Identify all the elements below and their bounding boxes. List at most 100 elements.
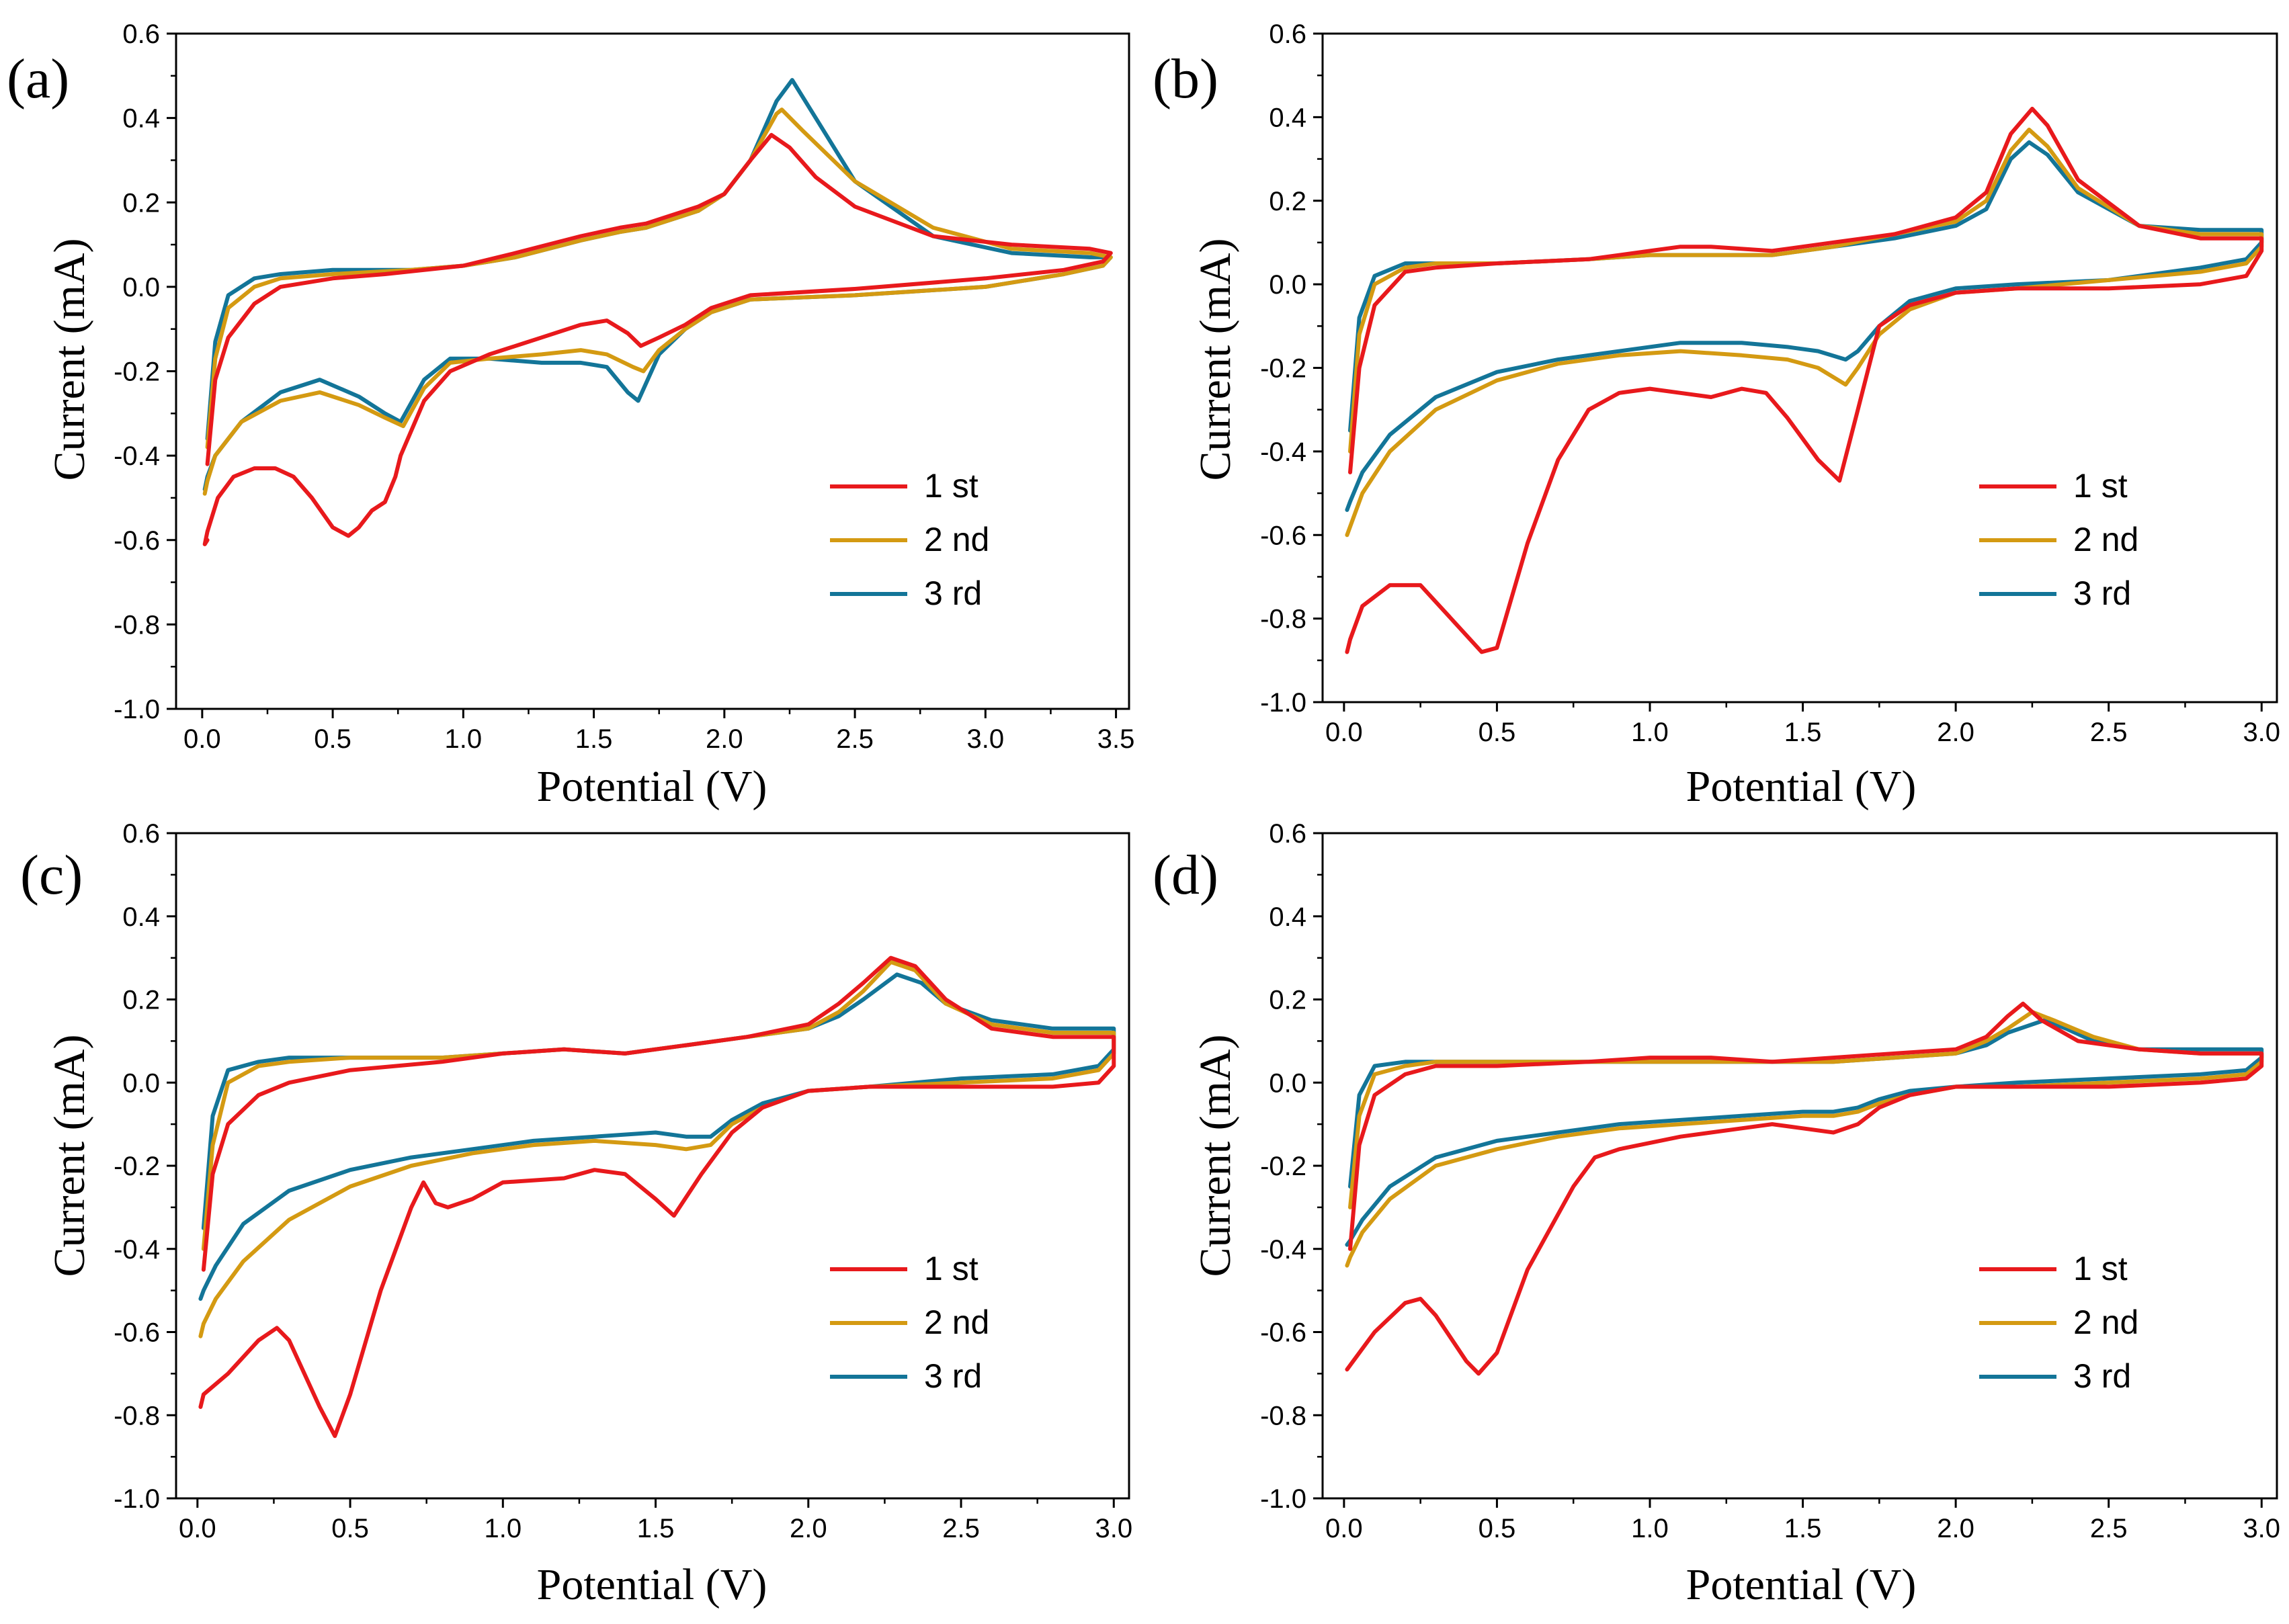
y-tick-label: -0.6	[114, 526, 160, 556]
x-tick-label: 1.0	[1631, 1514, 1669, 1543]
y-tick-label: 0.6	[1269, 19, 1306, 49]
y-tick-label: -1.0	[1260, 1484, 1306, 1514]
y-tick-label: 0.6	[122, 19, 160, 49]
panel-d: (d) Current (mA) Potential (V) 0.6 0.4 0.2…	[1153, 819, 2280, 1609]
y-tick-label: -1.0	[114, 1484, 160, 1514]
y-tick-label: -0.2	[114, 1152, 160, 1181]
panel-b: (b) Current (mA) Potential (V) 0.6 0.4 0.2…	[1153, 19, 2280, 811]
x-tick-label: 2.0	[1937, 1514, 1974, 1543]
legend-label-1st: 1 st	[924, 467, 979, 505]
series-line-2	[202, 108, 1113, 496]
x-tick-label: 0.0	[1325, 1514, 1363, 1543]
x-tick-label: 0.5	[314, 724, 351, 754]
series-line-3	[1345, 1018, 2264, 1247]
y-axis-label: Current (mA)	[1191, 238, 1240, 480]
x-tick-label: 1.5	[1784, 1514, 1822, 1543]
panel-c: (c) Current (mA) Potential (V) 0.6 0.4 0.2…	[20, 819, 1132, 1609]
x-tick-label: 1.5	[575, 724, 613, 754]
y-tick-label: -0.8	[1260, 1401, 1306, 1430]
y-tick-label: -0.8	[114, 1401, 160, 1430]
legend-label-3rd: 3 rd	[924, 574, 982, 612]
y-tick-label: 0.0	[122, 273, 160, 302]
y-tick-label: -0.8	[114, 610, 160, 640]
series-line-3	[202, 78, 1113, 492]
panel-label: (a)	[7, 48, 69, 110]
plot-frame	[1321, 832, 2278, 1500]
y-tick-label: -0.2	[1260, 354, 1306, 384]
x-axis-label: Potential (V)	[537, 1560, 767, 1609]
x-tick-label: 3.0	[2243, 718, 2280, 747]
legend-label-2nd: 2 nd	[924, 521, 989, 558]
legend-label-1st: 1 st	[2073, 1250, 2128, 1287]
legend-label-3rd: 3 rd	[2073, 574, 2131, 612]
y-tick-label: 0.4	[1269, 902, 1306, 932]
y-tick-label: -0.8	[1260, 605, 1306, 634]
panel-label: (d)	[1153, 844, 1218, 906]
x-axis-label: Potential (V)	[1686, 1560, 1917, 1609]
y-tick-label: -0.4	[1260, 437, 1306, 467]
legend-label-2nd: 2 nd	[2073, 521, 2138, 558]
y-tick-label: 0.0	[122, 1068, 160, 1098]
series-line-1	[202, 132, 1113, 546]
y-tick-label: 0.2	[1269, 187, 1306, 216]
x-tick-label: 3.5	[1097, 724, 1135, 754]
x-tick-label: 1.0	[484, 1514, 522, 1543]
panel-label: (b)	[1153, 48, 1218, 110]
y-tick-label: -0.4	[114, 441, 160, 471]
plot-frame	[1321, 32, 2278, 703]
y-tick-label: 0.6	[122, 819, 160, 849]
x-tick-label: 3.0	[967, 724, 1005, 754]
x-tick-label: 0.0	[179, 1514, 216, 1543]
legend-label-2nd: 2 nd	[924, 1304, 989, 1341]
x-tick-label: 1.5	[637, 1514, 675, 1543]
series-line-3	[1345, 140, 2264, 512]
panel-a: (a) Current (mA) Potential (V) 0.6 0.4 0.2…	[7, 19, 1134, 811]
y-tick-label: 0.4	[122, 104, 160, 134]
y-tick-label: 0.6	[1269, 819, 1306, 849]
legend-label-3rd: 3 rd	[924, 1357, 982, 1395]
series-line-1	[198, 955, 1116, 1439]
series-line-2	[1345, 1010, 2264, 1268]
y-tick-label: 0.4	[122, 902, 160, 932]
series-line-1	[1345, 106, 2264, 654]
legend-label-3rd: 3 rd	[2073, 1357, 2131, 1395]
x-tick-label: 2.0	[790, 1514, 827, 1543]
y-axis-label: Current (mA)	[1191, 1034, 1240, 1277]
x-tick-label: 0.0	[1325, 718, 1363, 747]
y-tick-label: -0.4	[1260, 1235, 1306, 1265]
y-tick-label: -0.6	[114, 1318, 160, 1348]
y-tick-label: 0.0	[1269, 1068, 1306, 1098]
x-tick-label: 1.0	[445, 724, 483, 754]
x-tick-label: 0.5	[1479, 718, 1516, 747]
y-axis-label: Current (mA)	[45, 238, 94, 480]
y-tick-label: 0.2	[122, 188, 160, 218]
plot-frame	[175, 832, 1130, 1500]
x-tick-label: 1.0	[1631, 718, 1669, 747]
x-tick-label: 2.5	[836, 724, 874, 754]
legend-label-1st: 1 st	[2073, 467, 2128, 505]
series-line-1	[1345, 1001, 2264, 1376]
y-tick-label: 0.2	[122, 986, 160, 1015]
x-tick-label: 2.0	[1937, 718, 1974, 747]
x-tick-label: 0.5	[331, 1514, 369, 1543]
x-tick-label: 2.5	[2090, 1514, 2128, 1543]
x-axis-label: Potential (V)	[537, 762, 767, 811]
y-tick-label: 0.0	[1269, 270, 1306, 300]
y-tick-label: -0.6	[1260, 521, 1306, 550]
y-tick-label: -0.2	[114, 357, 160, 387]
x-tick-label: 1.5	[1784, 718, 1822, 747]
x-tick-label: 2.5	[942, 1514, 980, 1543]
legend-label-2nd: 2 nd	[2073, 1304, 2138, 1341]
legend-label-1st: 1 st	[924, 1250, 979, 1287]
panel-label: (c)	[20, 844, 83, 906]
x-tick-label: 0.5	[1479, 1514, 1516, 1543]
y-axis-label: Current (mA)	[45, 1034, 94, 1277]
x-tick-label: 3.0	[1095, 1514, 1132, 1543]
y-tick-label: -0.6	[1260, 1318, 1306, 1348]
y-tick-label: -1.0	[114, 695, 160, 724]
y-tick-label: -0.4	[114, 1235, 160, 1265]
x-tick-label: 0.0	[183, 724, 221, 754]
y-tick-label: 0.4	[1269, 103, 1306, 132]
x-tick-label: 2.5	[2090, 718, 2128, 747]
